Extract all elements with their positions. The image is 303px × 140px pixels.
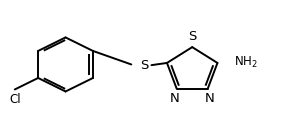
Text: S: S [188,30,196,43]
Text: S: S [140,59,148,72]
Text: N: N [205,92,214,105]
Text: N: N [170,92,180,105]
Text: NH$_2$: NH$_2$ [234,55,258,70]
Text: Cl: Cl [9,93,21,106]
